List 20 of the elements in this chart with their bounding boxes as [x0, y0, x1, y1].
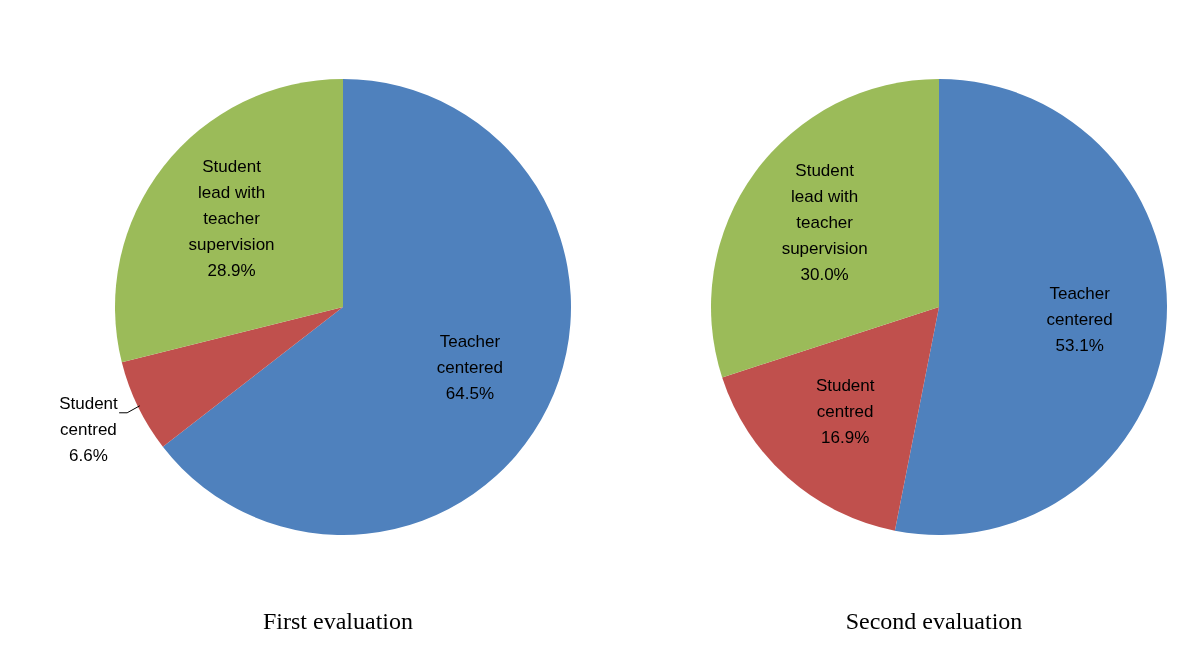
slice-label: Teacher centered	[436, 332, 504, 378]
pie-slice	[711, 79, 939, 378]
slice-label: Teacher centered	[1046, 284, 1113, 330]
slice-label: Student centred	[815, 376, 875, 422]
data-label: 53.1%	[1055, 336, 1104, 356]
data-label: 16.9%	[821, 428, 870, 448]
text: Second evaluation	[844, 608, 1024, 635]
data-label: 30.0%	[800, 265, 849, 285]
text: First evaluation	[262, 608, 414, 635]
slice-label: Student lead with teacher supervision	[781, 161, 868, 259]
slice-label: Student centred	[59, 394, 119, 440]
pie-slice	[115, 79, 343, 363]
pie-slice	[121, 307, 343, 447]
slice-label: Student lead with teacher supervision	[188, 157, 275, 255]
data-label: 28.9%	[207, 261, 256, 281]
pie-slice	[722, 307, 939, 531]
pie-slice	[162, 79, 571, 535]
data-label: 6.6%	[69, 446, 108, 466]
pie-slice	[894, 79, 1167, 535]
data-label: 64.5%	[445, 384, 495, 404]
